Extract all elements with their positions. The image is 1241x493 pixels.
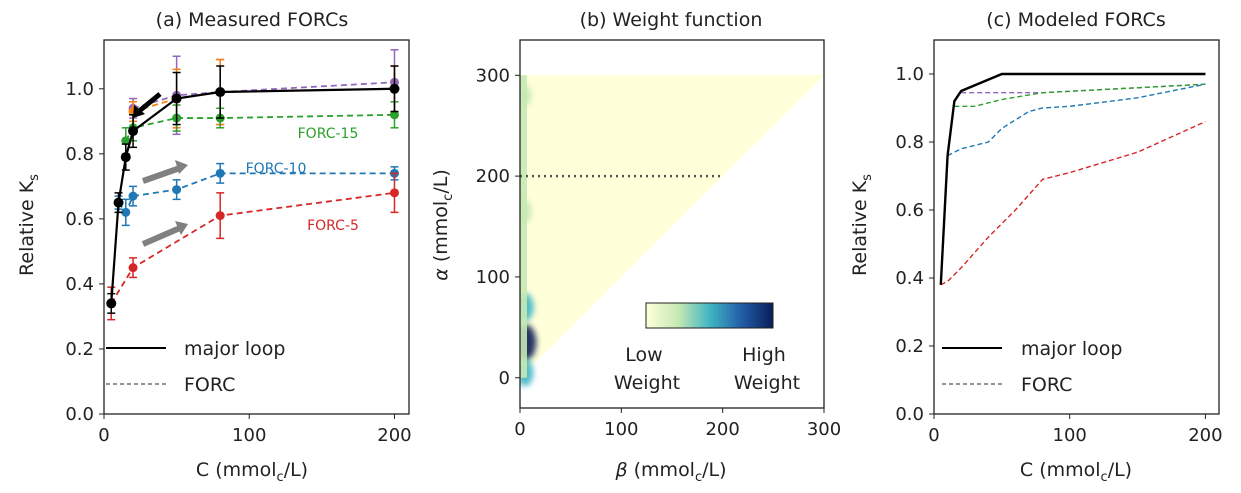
panel-b-y-tick-label: 100 [476, 267, 510, 288]
black-arrow-shaft [136, 92, 162, 114]
panel-a-forc-5-series [106, 172, 399, 321]
legend-forc-label: FORC [184, 374, 235, 396]
panel-a-forc-10-point [121, 207, 131, 217]
panel-c-series-4-line [947, 83, 1206, 157]
panel-a-y-axis-label: Relative Ks [16, 174, 42, 276]
panel-a-series-2-series [128, 58, 399, 129]
colorbar: Low Weight High Weight [614, 302, 800, 394]
panel-c-title: (c) Modeled FORCs [986, 9, 1165, 31]
panel-a-frame [103, 39, 410, 415]
panel-c-y-tick-label: 0.0 [895, 404, 924, 425]
legend-forc-label: FORC [1021, 374, 1072, 396]
gray-arrowhead-upper [175, 160, 188, 174]
panel-b-x-tick-label: 300 [807, 419, 841, 440]
gray-arrowhead-lower [175, 221, 188, 235]
panel-a-forc-5-point [215, 211, 225, 221]
panel-c-x-tick-label: 0 [928, 425, 939, 446]
panel-a-y-tick-label: 0.6 [65, 209, 94, 230]
panel-c-y-tick-label: 0.6 [895, 200, 924, 221]
panel-b-x-tick-label: 100 [604, 419, 638, 440]
panel-a-x-tick-label: 0 [98, 425, 109, 446]
panel-a-forc-10-line [117, 172, 395, 215]
panel-a-y-tick-label: 0.4 [65, 274, 94, 295]
legend-major-loop-label: major loop [184, 338, 286, 360]
panel-a-major-loop-point [128, 126, 139, 137]
panel-a-major-loop-point [171, 93, 182, 104]
panel-c-y-tick-label: 0.4 [895, 268, 924, 289]
panel-a-major-loop-point [389, 83, 400, 94]
panel-a-series-2-line [132, 87, 395, 113]
panel-a-arrows [133, 92, 188, 247]
panel-a-x-tick-label: 200 [377, 425, 411, 446]
panel-a-forc-5-point [389, 188, 399, 198]
panel-c-frame [933, 39, 1220, 415]
panel-a-major-loop-point [113, 197, 124, 208]
panel-a-y-tick-label: 1.0 [65, 79, 94, 100]
panel-c-major-loop-line [939, 72, 1206, 285]
panel-c-modeled-forcs: (c) Modeled FORCs C (mmolc/L) Relative K… [849, 9, 1223, 485]
panel-b-x-tick-label: 200 [705, 419, 739, 440]
panel-a-major-loop-point [215, 87, 226, 98]
panel-a-series-1-line [132, 81, 395, 110]
panel-c-y-tick-label: 1.0 [895, 64, 924, 85]
panel-a-y-tick-label: 0.8 [65, 144, 94, 165]
panel-a-major-loop-series [106, 65, 400, 314]
annotation-forc-10: FORC-10 [246, 161, 307, 177]
colorbar-high-label: High Weight [734, 344, 800, 394]
panel-b-y-tick-label: 200 [476, 166, 510, 187]
panel-a-major-loop-line [110, 87, 395, 304]
panel-b-y-axis-label: α (mmolc/L) [430, 169, 456, 280]
gray-arrow-shaft-lower [141, 225, 182, 247]
panel-a-legend: major loop FORC [106, 338, 286, 396]
panel-c-legend: major loop FORC [942, 338, 1123, 396]
panel-a-major-loop-point [106, 298, 117, 309]
annotation-forc-5: FORC-5 [307, 218, 359, 234]
panel-a-major-loop-point [120, 152, 131, 163]
panel-a-forc-10-point [172, 185, 182, 195]
weight-edge-band [520, 75, 527, 378]
panel-c-y-tick-label: 0.2 [895, 336, 924, 357]
colorbar-low-label: Low Weight [614, 344, 680, 394]
panel-a-forc-5-point [128, 263, 138, 273]
panel-c-y-axis-label: Relative Ks [849, 174, 875, 276]
panel-b-y-tick-label: 300 [476, 65, 510, 86]
legend-major-loop-label: major loop [1021, 338, 1123, 360]
panel-c-series-3-line [954, 83, 1206, 108]
gray-arrow-shaft-upper [142, 165, 181, 184]
panel-b-weight-function: (b) Weight function β (mmolc/L) α (mmolc… [430, 9, 841, 485]
weight-domain-triangle [520, 75, 824, 378]
panel-a-forc-5-line [110, 191, 395, 304]
panel-b-x-axis-label: β (mmolc/L) [614, 459, 726, 485]
panel-a-forc-15-point [389, 110, 399, 120]
panel-c-series-5-line [940, 120, 1206, 286]
panel-a-forc-15-point [121, 136, 131, 146]
panel-c-y-tick-label: 0.8 [895, 132, 924, 153]
panel-a-x-tick-label: 100 [232, 425, 266, 446]
panel-c-x-tick-label: 200 [1188, 425, 1222, 446]
panel-b-y-tick-label: 0 [499, 368, 510, 389]
panel-b-frame [519, 39, 825, 409]
panel-a-y-tick-label: 0.2 [65, 339, 94, 360]
panel-b-title: (b) Weight function [580, 9, 763, 31]
panel-a-forc-10-point [215, 168, 225, 178]
panel-a-forc-15-line [124, 113, 395, 142]
panel-a-y-tick-label: 0.0 [65, 404, 94, 425]
panel-a-measured-forcs: (a) Measured FORCs C (mmolc/L) Relative … [16, 9, 412, 485]
panel-a-forc-10-point [128, 191, 138, 201]
panel-c-x-tick-label: 100 [1053, 425, 1087, 446]
black-arrowhead [133, 105, 145, 118]
panel-c-x-axis-label: C (mmolc/L) [1020, 459, 1132, 485]
panel-a-x-axis-label: C (mmolc/L) [196, 459, 308, 485]
annotation-forc-15: FORC-15 [298, 126, 359, 142]
panel-b-x-tick-label: 0 [514, 419, 525, 440]
colorbar-gradient [645, 302, 774, 329]
panel-a-title: (a) Measured FORCs [156, 9, 349, 31]
